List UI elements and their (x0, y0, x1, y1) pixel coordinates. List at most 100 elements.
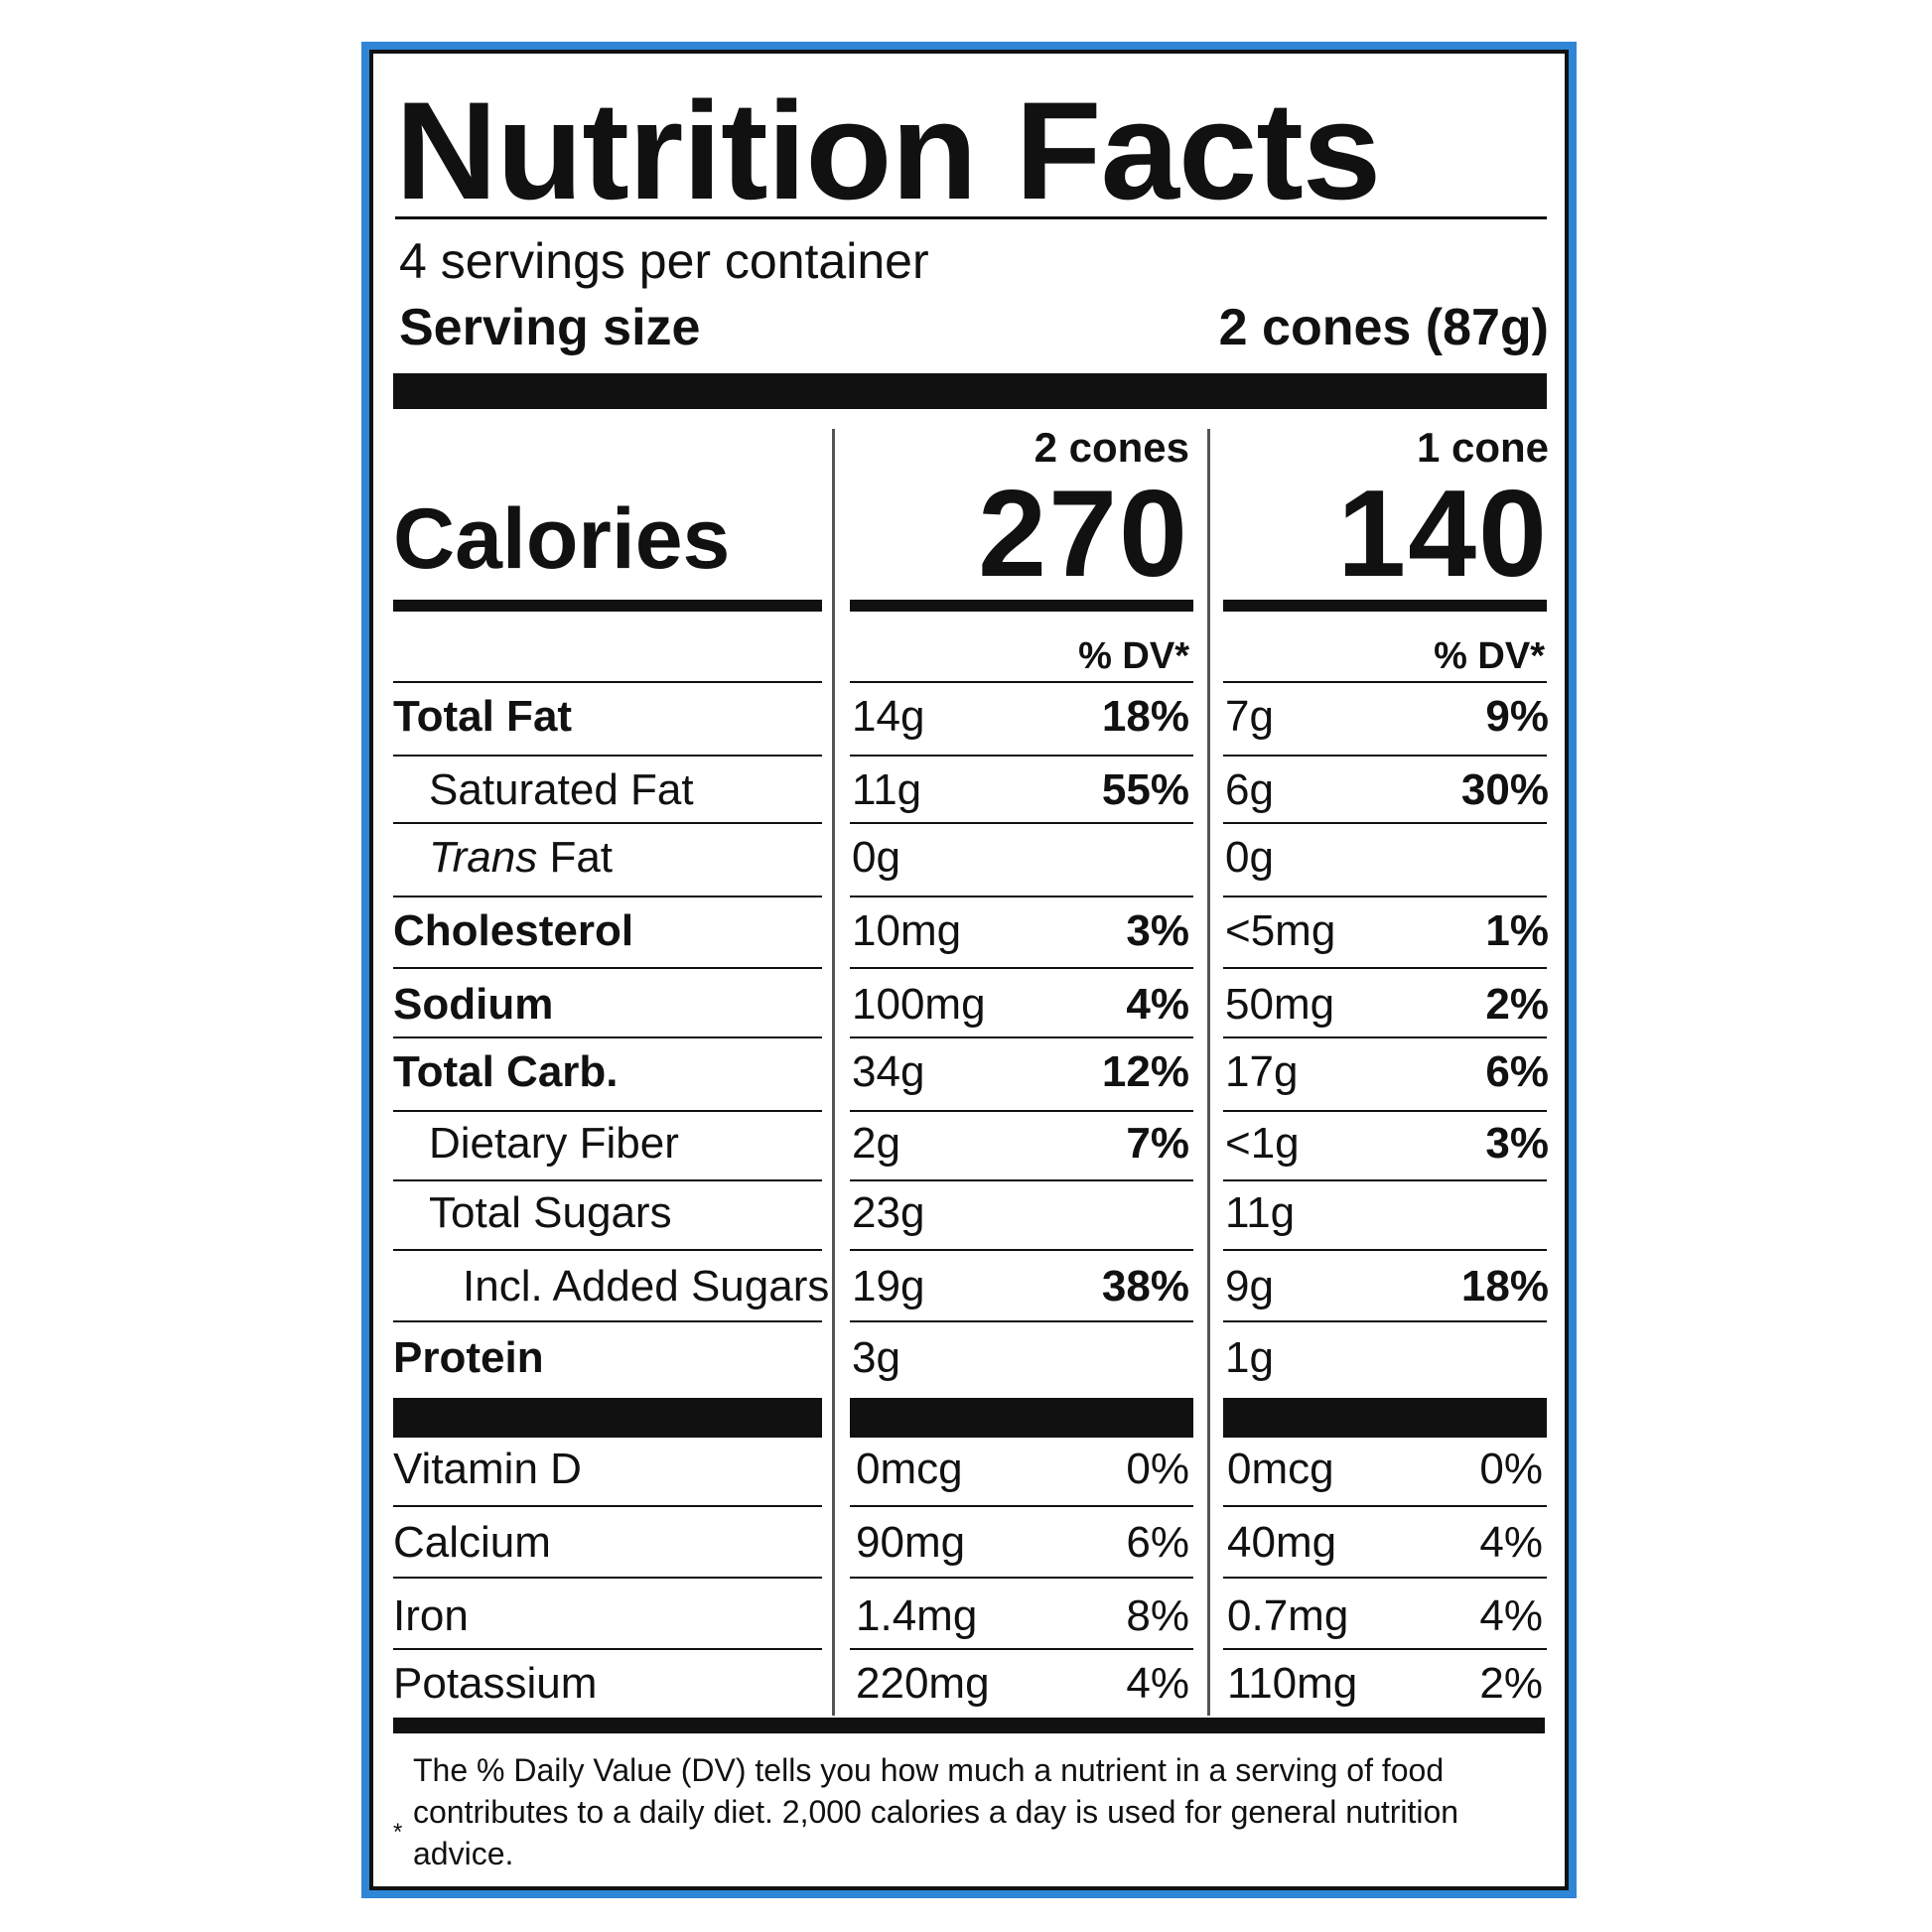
dv-2-cones: 38% (1101, 1262, 1189, 1311)
amount-1-cone: 1g (1225, 1333, 1274, 1382)
vitamin-amount-1-cone: 40mg (1227, 1518, 1337, 1567)
amount-1-cone: 9g (1225, 1262, 1274, 1311)
dv-2-cones: 3% (1126, 906, 1189, 955)
nutrient-row-6-rule-label (393, 1110, 822, 1112)
nutrient-row-5-rule-c2 (1223, 1036, 1547, 1038)
vitamin-row-1-rule-c1 (850, 1505, 1193, 1507)
label-title: Nutrition Facts (395, 72, 1381, 228)
nutrient-row-8-rule-c2 (1223, 1249, 1547, 1251)
nutrient-row-3-rule-c2 (1223, 896, 1547, 897)
vitamin-row-3-rule-c2 (1223, 1648, 1547, 1650)
label-border (369, 50, 1569, 1890)
nutrient-label: Cholesterol (393, 906, 634, 955)
amount-2-cones: 10mg (852, 906, 962, 955)
nutrient-row-0-rule-c2 (1223, 681, 1547, 683)
nutrient-row-2-rule-c2 (1223, 822, 1547, 824)
nutrient-row-4-rule-c2 (1223, 967, 1547, 969)
nutrient-label-italic: Trans (429, 833, 538, 882)
dv-2-cones: 55% (1101, 765, 1189, 814)
vitamin-label: Calcium (393, 1518, 551, 1567)
thick-rule-top (393, 373, 1547, 409)
vitamin-dv-2-cones: 8% (1126, 1591, 1189, 1640)
amount-2-cones: 0g (852, 833, 900, 882)
vitamin-dv-1-cone: 2% (1479, 1659, 1543, 1708)
vitamin-amount-2-cones: 1.4mg (856, 1591, 978, 1640)
nutrient-row-1-rule-c2 (1223, 755, 1547, 757)
column-divider-2 (1207, 429, 1210, 1716)
serving-size-label: Serving size (399, 299, 701, 356)
nutrient-row-8-rule-c1 (850, 1249, 1193, 1251)
serving-size-value: 2 cones (87g) (1218, 299, 1549, 356)
calories-label: Calories (393, 491, 731, 587)
amount-2-cones: 11g (852, 765, 922, 814)
vitamin-thick-rule-c1 (850, 1398, 1193, 1438)
nutrient-label: Dietary Fiber (429, 1119, 679, 1168)
vitamin-label: Iron (393, 1591, 469, 1640)
dv-2-cones: 18% (1101, 692, 1189, 741)
amount-2-cones: 14g (852, 692, 925, 741)
nutrient-row-7-rule-c1 (850, 1179, 1193, 1181)
amount-1-cone: 11g (1225, 1188, 1296, 1237)
nutrient-label: Total Sugars (429, 1188, 672, 1237)
vitamin-amount-2-cones: 0mcg (856, 1445, 963, 1493)
vitamin-row-1-rule-c2 (1223, 1505, 1547, 1507)
title-rule (395, 216, 1547, 219)
calories-rule-2 (850, 600, 1193, 612)
dv-1-cone: 30% (1460, 765, 1549, 814)
nutrient-label: Trans Fat (429, 836, 613, 880)
label-frame (361, 42, 1577, 1898)
dv-header-1-cone: % DV* (1434, 635, 1545, 677)
nutrient-row-9-rule-c2 (1223, 1320, 1547, 1322)
amount-2-cones: 19g (852, 1262, 925, 1311)
vitamin-row-2-rule-c2 (1223, 1577, 1547, 1579)
vitamin-dv-2-cones: 4% (1126, 1659, 1189, 1708)
dv-1-cone: 2% (1485, 980, 1549, 1029)
nutrient-label: Saturated Fat (429, 765, 694, 814)
dv-header-2-cones: % DV* (1078, 635, 1189, 677)
vitamin-dv-1-cone: 0% (1479, 1445, 1543, 1493)
nutrient-row-1-rule-label (393, 755, 822, 757)
bottom-thick-rule (393, 1718, 1545, 1733)
nutrient-label: Incl. Added Sugars (463, 1262, 830, 1311)
vitamin-row-3-rule-label (393, 1648, 822, 1650)
nutrient-row-5-rule-c1 (850, 1036, 1193, 1038)
dv-1-cone: 1% (1485, 906, 1549, 955)
nutrient-row-7-rule-label (393, 1179, 822, 1181)
vitamin-amount-1-cone: 0mcg (1227, 1445, 1334, 1493)
vitamin-label: Potassium (393, 1659, 598, 1708)
calories-2-cones: 270 (978, 466, 1189, 603)
nutrient-row-3-rule-label (393, 896, 822, 897)
footnote-star: * (393, 1819, 403, 1846)
vitamin-label: Vitamin D (393, 1445, 582, 1493)
amount-2-cones: 23g (852, 1188, 925, 1237)
nutrient-row-7-rule-c2 (1223, 1179, 1547, 1181)
nutrient-row-8-rule-label (393, 1249, 822, 1251)
vitamin-row-2-rule-c1 (850, 1577, 1193, 1579)
nutrient-row-5-rule-label (393, 1036, 822, 1038)
nutrient-row-6-rule-c2 (1223, 1110, 1547, 1112)
amount-2-cones: 100mg (852, 980, 986, 1029)
servings-per-container: 4 servings per container (399, 233, 929, 289)
vitamin-thick-rule-label (393, 1398, 822, 1438)
nutrient-row-6-rule-c1 (850, 1110, 1193, 1112)
vitamin-dv-1-cone: 4% (1479, 1591, 1543, 1640)
vitamin-amount-2-cones: 90mg (856, 1518, 966, 1567)
footnote: The % Daily Value (DV) tells you how muc… (413, 1752, 1459, 1871)
amount-1-cone: 0g (1225, 833, 1274, 882)
nutrient-row-4-rule-c1 (850, 967, 1193, 969)
amount-2-cones: 2g (852, 1119, 900, 1168)
nutrient-row-9-rule-c1 (850, 1320, 1193, 1322)
amount-2-cones: 34g (852, 1047, 925, 1096)
vitamin-dv-2-cones: 0% (1126, 1445, 1189, 1493)
column-header-1-cone: 1 cone (1416, 424, 1549, 471)
column-divider-1 (832, 429, 835, 1716)
amount-1-cone: 6g (1225, 765, 1274, 814)
nutrient-label: Total Carb. (393, 1047, 619, 1096)
vitamin-dv-1-cone: 4% (1479, 1518, 1543, 1567)
nutrient-row-1-rule-c1 (850, 755, 1193, 757)
vitamin-amount-1-cone: 110mg (1227, 1659, 1358, 1708)
vitamin-row-2-rule-label (393, 1577, 822, 1579)
vitamin-thick-rule-c2 (1223, 1398, 1547, 1438)
nutrient-row-2-rule-c1 (850, 822, 1193, 824)
amount-1-cone: 7g (1225, 692, 1274, 741)
